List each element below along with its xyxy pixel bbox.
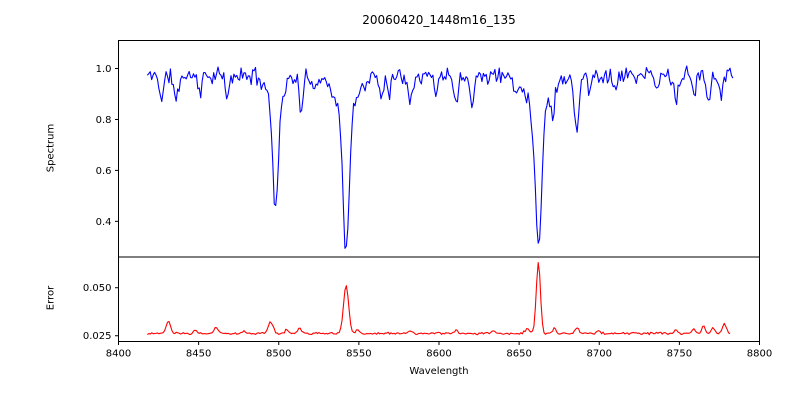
error-curve (147, 262, 731, 336)
x-tick-label: 8800 (747, 349, 772, 360)
x-tick-label: 8750 (667, 349, 692, 360)
x-tick-label: 8550 (346, 349, 371, 360)
spectrum-axes-frame (118, 40, 760, 258)
x-tick-label: 8700 (587, 349, 612, 360)
spectrum-y-axis-label: Spectrum (45, 123, 57, 173)
x-tick-label: 8600 (426, 349, 451, 360)
x-tick-label: 8400 (106, 349, 131, 360)
spectrum-y-tick-label: 0.4 (96, 217, 112, 228)
error-y-axis-label: Error (45, 285, 57, 311)
spectrum-y-tick-label: 1.0 (96, 64, 112, 75)
error-y-tick-label: 0.025 (83, 331, 112, 342)
spectrum-curve (146, 65, 734, 249)
spectrum-y-tick-label: 0.6 (96, 166, 112, 177)
x-tick-label: 8650 (506, 349, 531, 360)
x-axis-label: Wavelength (409, 366, 469, 377)
plot-title: 20060420_1448m16_135 (362, 13, 516, 27)
x-tick-label: 8450 (186, 349, 211, 360)
spectrum-y-tick-label: 0.8 (96, 115, 112, 126)
error-y-tick-label: 0.050 (83, 283, 112, 294)
x-tick-label: 8500 (266, 349, 291, 360)
